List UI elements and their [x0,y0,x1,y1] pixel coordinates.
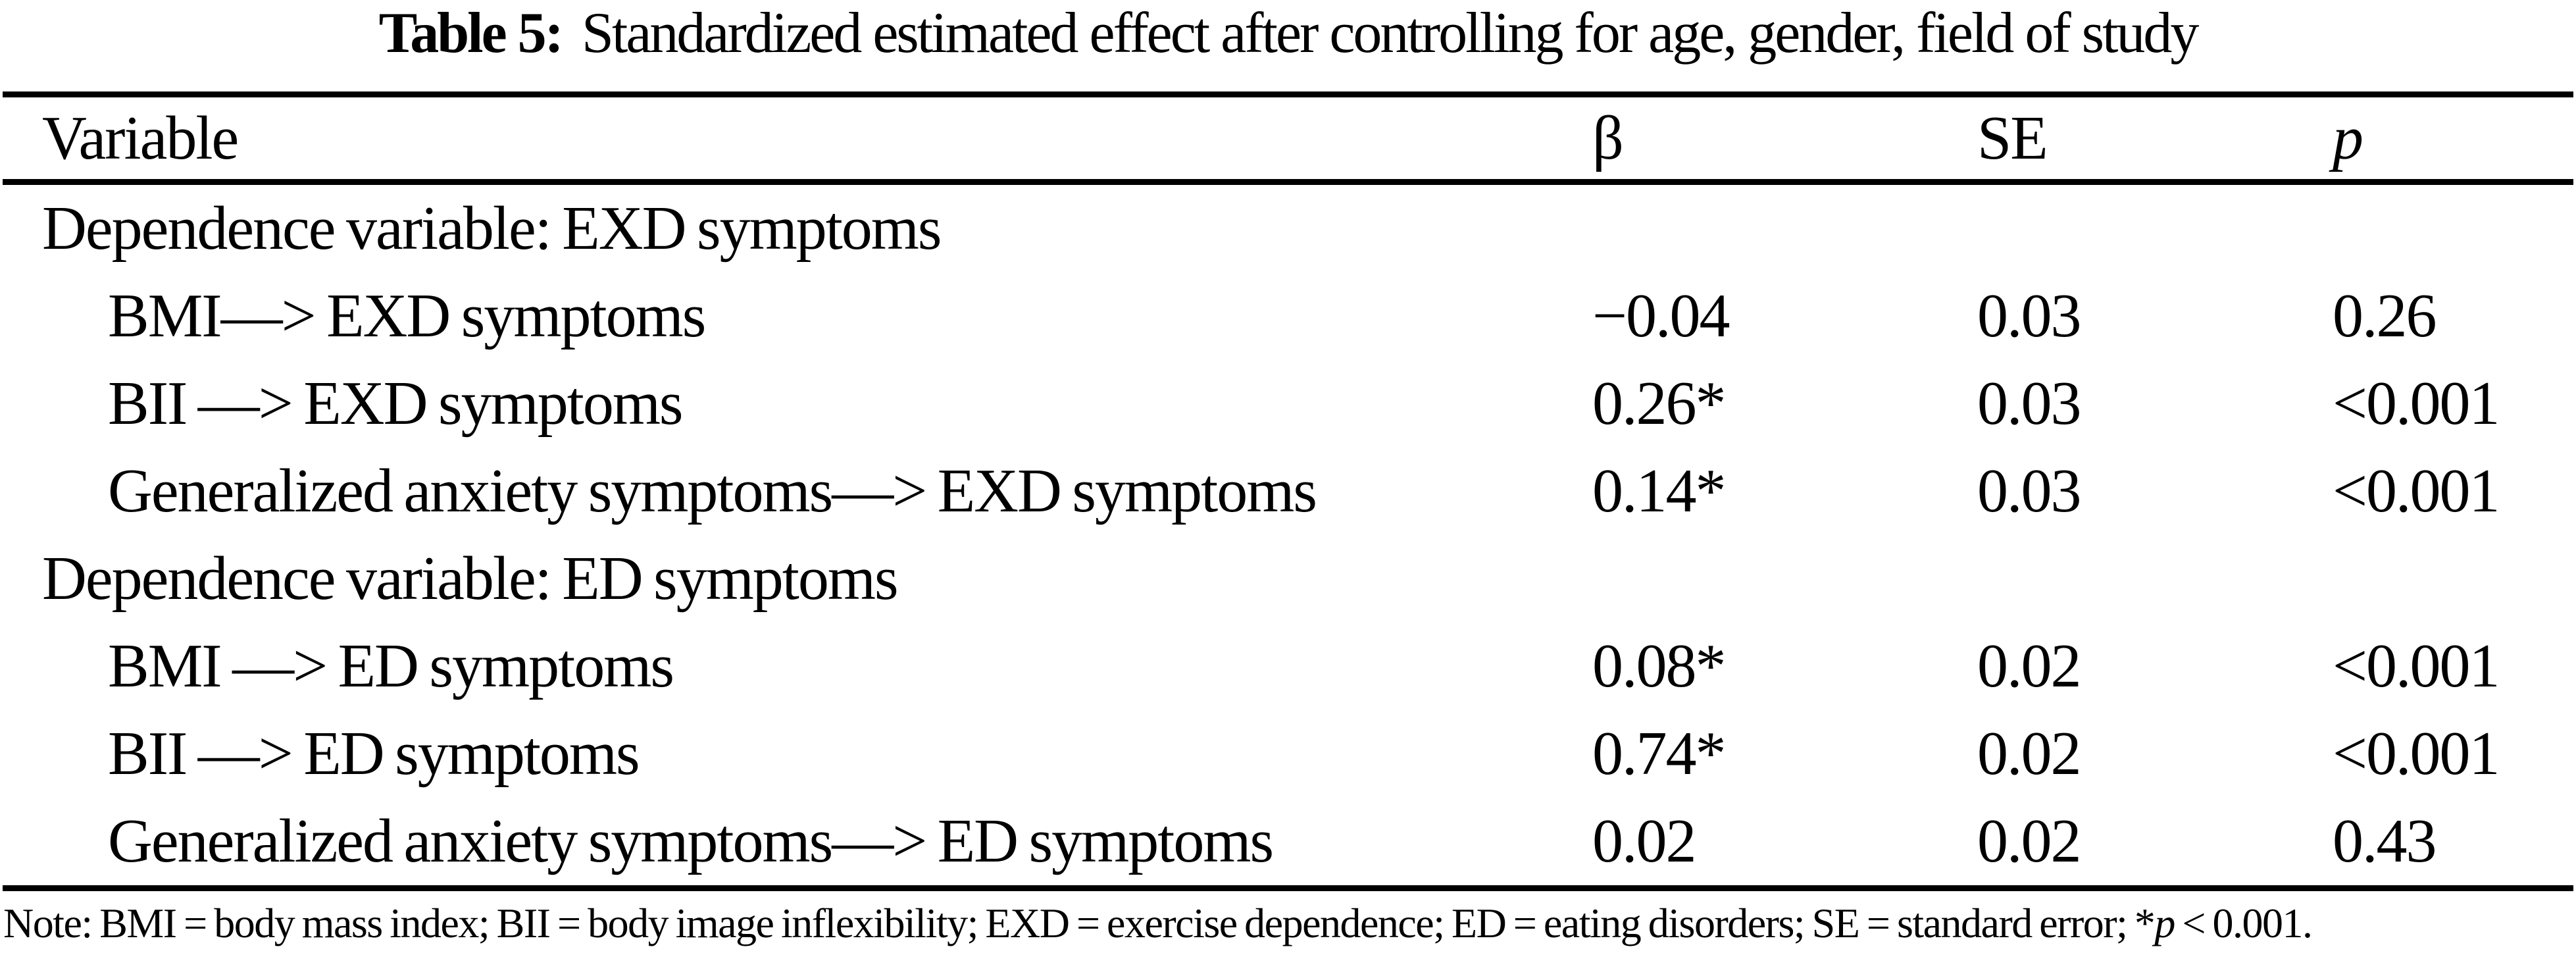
column-header-p: p [2333,104,2363,172]
variable-cell: BII —> EXD symptoms [108,369,684,438]
se-cell: 0.02 [1977,719,2081,788]
table-row-anxiety-exd: Generalized anxiety symptoms—> EXD sympt… [0,448,2576,535]
top-rule [3,91,2573,97]
table-row-anxiety-ed: Generalized anxiety symptoms—> ED sympto… [0,798,2576,885]
se-cell: 0.03 [1977,369,2081,438]
table-row-bii-ed: BII —> ED symptoms 0.74* 0.02 <0.001 [0,710,2576,798]
bottom-rule [3,885,2573,891]
table-title: Table 5: Standardized estimated effect af… [0,0,2576,72]
p-cell: <0.001 [2333,457,2500,525]
p-cell: <0.001 [2333,719,2500,788]
column-header-beta: β [1592,104,1624,172]
beta-cell: 0.08* [1592,632,1726,700]
se-cell: 0.02 [1977,632,2081,700]
table-header-row: Variable β SE p [0,98,2576,179]
note-text: Note: BMI = body mass index; BII = body … [3,900,2156,946]
table-note: Note: BMI = body mass index; BII = body … [3,891,2576,955]
table-row-bmi-ed: BMI —> ED symptoms 0.08* 0.02 <0.001 [0,623,2576,710]
p-cell: 0.43 [2333,807,2437,875]
se-cell: 0.03 [1977,457,2081,525]
note-p-symbol: p [2154,900,2175,946]
table-number-label: Table 5: [378,1,564,65]
variable-cell: Dependence variable: EXD symptoms [42,194,942,263]
beta-cell: 0.26* [1592,369,1726,438]
note-threshold: < 0.001. [2174,900,2313,946]
column-header-variable: Variable [42,104,239,172]
variable-cell: Dependence variable: ED symptoms [42,544,899,613]
variable-cell: BMI—> EXD symptoms [108,282,706,350]
header-rule [3,179,2573,185]
variable-cell: BII —> ED symptoms [108,719,640,788]
variable-cell: Generalized anxiety symptoms—> EXD sympt… [108,457,1317,525]
p-cell: 0.26 [2333,282,2437,350]
beta-cell: 0.74* [1592,719,1726,788]
se-cell: 0.03 [1977,282,2081,350]
beta-cell: 0.02 [1592,807,1696,875]
table-title-text: Standardized estimated effect after cont… [581,1,2199,65]
variable-cell: BMI —> ED symptoms [108,632,674,700]
beta-cell: 0.14* [1592,457,1726,525]
section-row-exd: Dependence variable: EXD symptoms [0,185,2576,272]
variable-cell: Generalized anxiety symptoms—> ED sympto… [108,807,1274,875]
column-header-se: SE [1977,104,2048,172]
section-row-ed: Dependence variable: ED symptoms [0,535,2576,623]
p-cell: <0.001 [2333,632,2500,700]
p-cell: <0.001 [2333,369,2500,438]
table-row-bmi-exd: BMI—> EXD symptoms −0.04 0.03 0.26 [0,272,2576,360]
table-row-bii-exd: BII —> EXD symptoms 0.26* 0.03 <0.001 [0,360,2576,448]
se-cell: 0.02 [1977,807,2081,875]
beta-cell: −0.04 [1592,282,1730,350]
